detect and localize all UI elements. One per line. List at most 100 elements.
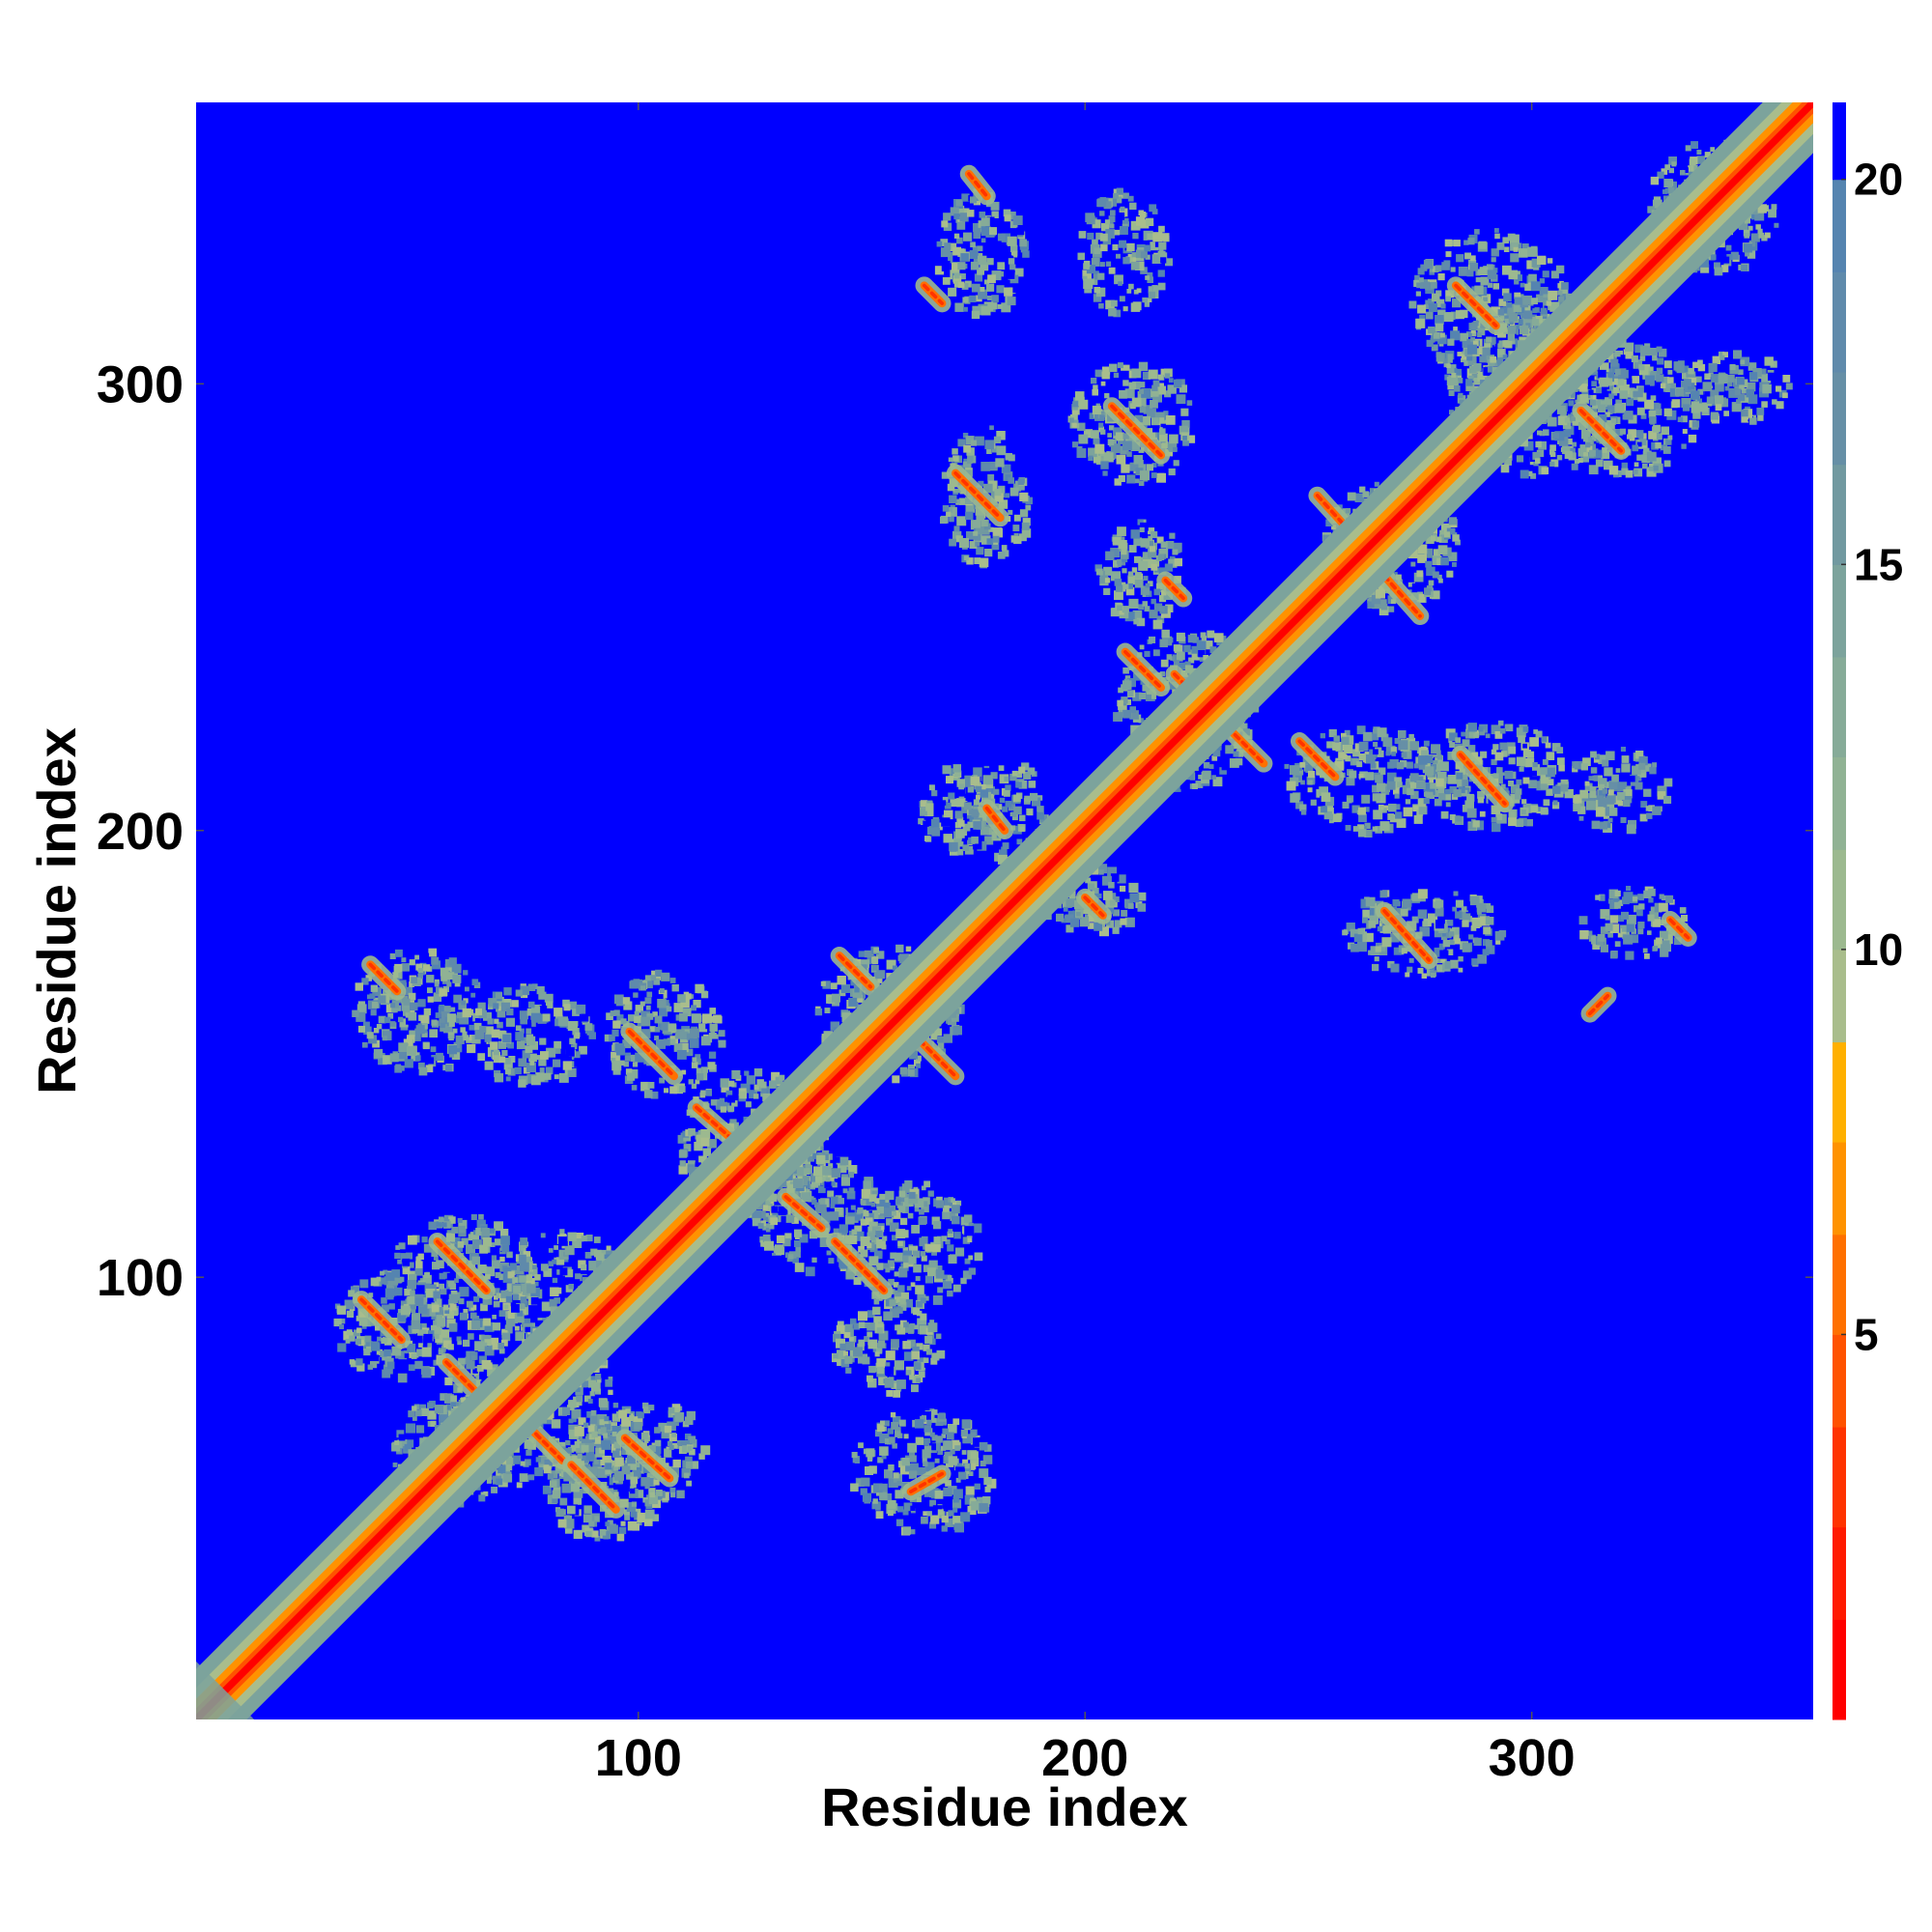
contact-cell — [1118, 708, 1127, 718]
contact-cell — [941, 1434, 947, 1438]
contact-cell — [412, 1325, 419, 1334]
contact-cell — [769, 1224, 775, 1230]
contact-cell — [1174, 379, 1182, 388]
contact-cell — [538, 1456, 547, 1464]
contact-cell — [685, 1048, 694, 1057]
contact-cell — [494, 1018, 499, 1024]
contact-cell — [596, 1259, 605, 1268]
contact-cell — [1107, 433, 1112, 438]
contact-cell — [778, 1206, 788, 1216]
contact-cell — [540, 1233, 546, 1238]
contact-cell — [443, 1221, 451, 1229]
contact-cell — [384, 1016, 391, 1024]
contact-cell — [621, 1484, 630, 1492]
contact-cell — [1135, 478, 1140, 484]
contact-cell — [658, 1422, 668, 1433]
contact-cell — [524, 1453, 530, 1460]
contact-cell — [1009, 773, 1017, 781]
contact-cell — [1179, 553, 1189, 563]
contact-cell — [868, 1221, 878, 1231]
contact-cell — [909, 1050, 919, 1060]
contact-cell — [645, 1005, 651, 1010]
contact-cell — [339, 1318, 346, 1324]
contact-cell — [519, 1028, 525, 1034]
contact-cell — [784, 1182, 795, 1193]
contact-cell — [1068, 893, 1075, 899]
contact-cell — [599, 1528, 607, 1536]
contact-cell — [840, 983, 850, 993]
contact-cell — [466, 1360, 475, 1370]
contact-cell — [429, 1029, 438, 1038]
contact-cell — [404, 1059, 413, 1068]
contact-cell — [895, 1427, 901, 1434]
contact-cell — [554, 1297, 560, 1304]
contact-cell — [505, 1463, 513, 1471]
contact-cell — [984, 549, 993, 557]
contact-cell — [1417, 554, 1427, 563]
contact-cell — [908, 1245, 919, 1256]
contact-cell — [842, 1350, 848, 1356]
contact-cell — [634, 1462, 640, 1467]
contact-cell — [1113, 427, 1122, 436]
contact-cell — [876, 1366, 885, 1375]
contact-cell — [707, 1139, 717, 1149]
contact-cell — [426, 1289, 436, 1298]
contact-cell — [469, 1024, 475, 1031]
contact-cell — [1118, 687, 1123, 694]
contact-cell — [923, 1437, 931, 1446]
contact-cell — [355, 1315, 362, 1321]
contact-cell — [1015, 771, 1023, 779]
contact-cell — [891, 1422, 899, 1430]
contact-cell — [625, 1408, 631, 1414]
contact-cell — [370, 1361, 378, 1369]
contact-cell — [632, 1523, 639, 1531]
contact-cell — [1435, 536, 1442, 543]
contact-cell — [1112, 926, 1120, 934]
contact-cell — [506, 1283, 516, 1292]
contact-cell — [892, 1235, 897, 1241]
contact-cell — [1182, 439, 1189, 446]
contact-cell — [451, 963, 462, 974]
contact-cell — [487, 1018, 494, 1025]
contact-cell — [923, 1461, 928, 1467]
contact-cell — [1079, 917, 1090, 927]
contact-cell — [897, 1285, 905, 1293]
contact-cell — [888, 1464, 895, 1471]
contact-cell — [644, 1484, 650, 1490]
contact-cell — [491, 1260, 500, 1269]
contact-cell — [848, 997, 858, 1007]
contact-cell — [446, 1272, 455, 1281]
contact-cell — [594, 1242, 601, 1249]
contact-cell — [992, 527, 1003, 537]
contact-cell — [466, 1244, 475, 1254]
contact-cell — [605, 1521, 611, 1527]
contact-cell — [1137, 903, 1147, 912]
contact-cell — [1347, 492, 1356, 501]
contact-cell — [587, 1466, 598, 1477]
contact-cell — [757, 1223, 764, 1229]
contact-cell — [448, 1323, 458, 1332]
contact-cell — [896, 1379, 906, 1389]
contact-cell — [547, 1473, 554, 1480]
contact-cell — [1182, 436, 1187, 440]
contact-cell — [525, 1292, 532, 1299]
contact-cell — [445, 1065, 452, 1071]
contact-cell — [640, 1432, 649, 1440]
contact-cell — [947, 1231, 954, 1238]
contact-cell — [918, 1466, 926, 1476]
contact-cell — [979, 1441, 988, 1451]
contact-cell — [516, 1072, 522, 1078]
contact-cell — [553, 1059, 561, 1067]
contact-cell — [402, 1266, 411, 1275]
contact-cell — [686, 1410, 696, 1421]
contact-cell — [720, 1106, 727, 1113]
contact-cell — [921, 1185, 926, 1191]
contact-cell — [384, 1337, 392, 1346]
contact-cell — [621, 1416, 631, 1427]
contact-cell — [1179, 425, 1188, 435]
contact-cell — [1063, 906, 1068, 912]
contact-cell — [611, 1422, 617, 1429]
contact-cell — [474, 1030, 485, 1039]
contact-cell — [867, 1339, 878, 1350]
contact-cell — [635, 1508, 641, 1515]
